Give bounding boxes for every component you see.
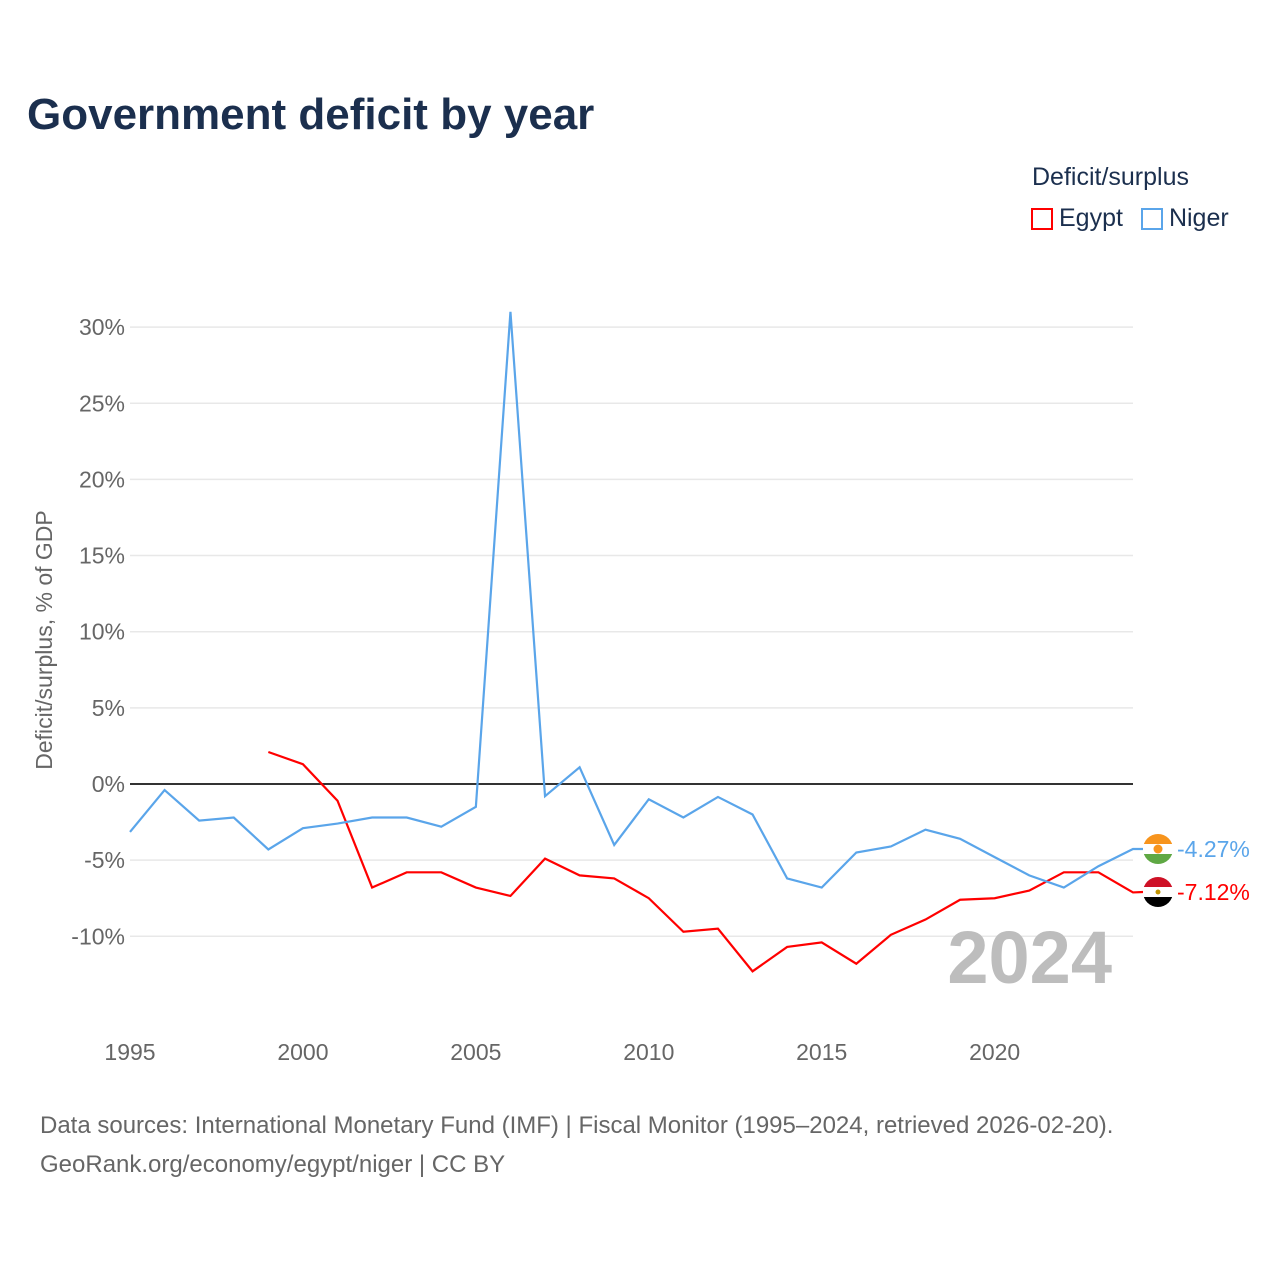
legend-item-niger[interactable]: Niger: [1140, 204, 1229, 233]
y-tick-label: -10%: [71, 923, 125, 949]
y-tick-label: 10%: [79, 619, 125, 645]
series-line-niger: [129, 311, 1144, 889]
series-line-egypt: [267, 750, 1144, 973]
niger-flag-icon: [1143, 834, 1173, 864]
year-watermark: 2024: [947, 916, 1112, 999]
y-tick-label: 30%: [79, 314, 125, 340]
x-tick-label: 2015: [796, 1039, 847, 1065]
legend: Egypt Niger: [1031, 204, 1229, 233]
legend-item-egypt[interactable]: Egypt: [1031, 204, 1123, 233]
legend-swatch-egypt: [1031, 207, 1053, 230]
end-value-label-niger: -4.27%: [1177, 836, 1250, 862]
y-tick-label: 0%: [92, 771, 125, 797]
y-tick-label: -5%: [84, 847, 125, 873]
y-tick-label: 25%: [79, 390, 125, 416]
y-tick-label: 5%: [92, 695, 125, 721]
legend-swatch-niger: [1140, 207, 1163, 230]
x-tick-label: 2010: [623, 1039, 674, 1065]
x-tick-label: 2000: [277, 1039, 328, 1065]
legend-label: Niger: [1168, 204, 1229, 232]
source-note: Data sources: International Monetary Fun…: [40, 1106, 1113, 1184]
end-value-label-egypt: -7.12%: [1177, 879, 1250, 905]
source-line: Data sources: International Monetary Fun…: [40, 1112, 1114, 1139]
x-tick-label: 2020: [969, 1039, 1020, 1065]
egypt-flag-icon: [1143, 877, 1173, 907]
legend-title: Deficit/surplus: [1032, 163, 1189, 191]
legend-label: Egypt: [1059, 204, 1123, 232]
chart-title: Government deficit by year: [27, 90, 595, 139]
y-tick-label: 20%: [79, 466, 125, 492]
y-axis-label: Deficit/surplus, % of GDP: [31, 510, 57, 769]
source-link[interactable]: GeoRank.org/economy/egypt/niger | CC BY: [40, 1151, 506, 1178]
x-tick-label: 1995: [104, 1039, 155, 1065]
y-tick-label: 15%: [79, 543, 125, 569]
x-tick-label: 2005: [450, 1039, 501, 1065]
